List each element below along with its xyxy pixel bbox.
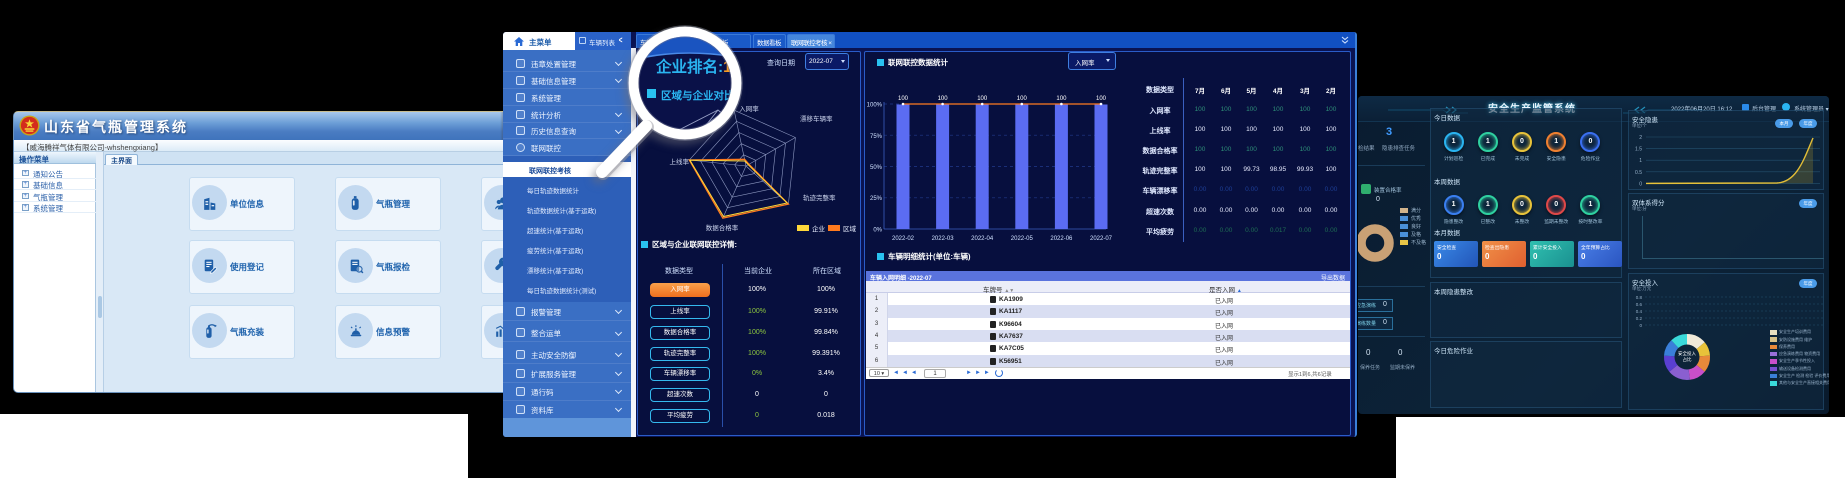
svg-text:50%: 50% xyxy=(870,165,883,171)
svg-text:100: 100 xyxy=(938,96,949,102)
svg-text:0.2: 0.2 xyxy=(1636,316,1643,321)
svg-text:75%: 75% xyxy=(870,134,883,140)
svg-text:2022-03: 2022-03 xyxy=(932,236,955,242)
svg-text:轨迹完整率: 轨迹完整率 xyxy=(803,193,836,202)
svg-text:2022-04: 2022-04 xyxy=(971,236,994,242)
svg-text:上线率: 上线率 xyxy=(670,157,690,166)
svg-text:0.5: 0.5 xyxy=(1635,170,1642,176)
svg-text:0: 0 xyxy=(1639,181,1642,187)
svg-text:0.8: 0.8 xyxy=(1636,295,1643,300)
svg-text:100: 100 xyxy=(1017,96,1028,102)
svg-text:100%: 100% xyxy=(867,103,883,109)
svg-text:1: 1 xyxy=(1639,158,1642,164)
svg-text:2022-02: 2022-02 xyxy=(892,236,915,242)
svg-text:安全投入: 安全投入 xyxy=(1678,350,1696,357)
svg-text:100: 100 xyxy=(977,96,988,102)
svg-text:2022-07: 2022-07 xyxy=(1090,236,1113,242)
svg-text:区域与企业对比:: 区域与企业对比: xyxy=(661,89,738,102)
svg-text:100: 100 xyxy=(1056,96,1067,102)
svg-text:0.6: 0.6 xyxy=(1636,302,1643,307)
svg-text:25%: 25% xyxy=(870,196,883,202)
svg-text:数据合格率: 数据合格率 xyxy=(706,223,739,232)
svg-text:100: 100 xyxy=(1096,96,1107,102)
svg-text:2: 2 xyxy=(1639,135,1642,141)
svg-text:0%: 0% xyxy=(873,228,882,234)
svg-text:2022-06: 2022-06 xyxy=(1050,236,1073,242)
svg-text:2022-05: 2022-05 xyxy=(1011,236,1034,242)
svg-text:漂移车辆率: 漂移车辆率 xyxy=(800,114,833,123)
svg-text:企业排名:1: 企业排名:1 xyxy=(655,57,732,76)
svg-text:占比: 占比 xyxy=(1683,356,1692,363)
svg-text:100: 100 xyxy=(898,96,909,102)
svg-text:0: 0 xyxy=(1639,323,1642,328)
svg-text:入网率: 入网率 xyxy=(739,104,759,113)
svg-text:0.4: 0.4 xyxy=(1636,309,1643,314)
svg-text:1.5: 1.5 xyxy=(1635,147,1642,153)
